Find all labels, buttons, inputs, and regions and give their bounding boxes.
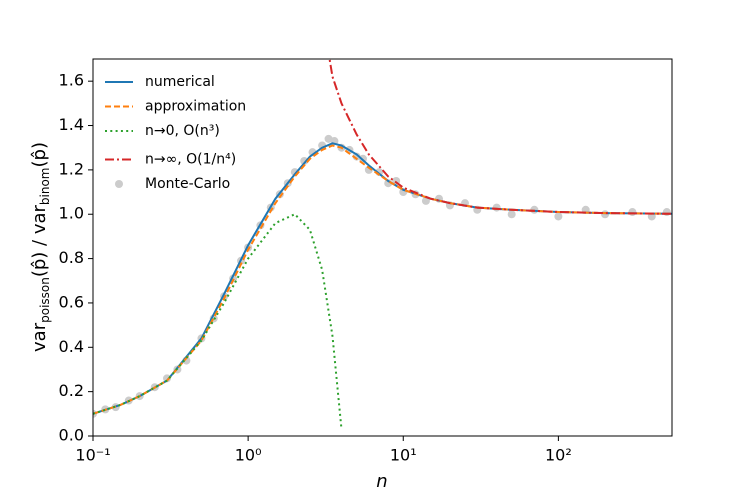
y-tick-label: 0.4 — [59, 337, 84, 356]
y-tick-label: 1.6 — [59, 71, 84, 90]
legend-swatch — [115, 180, 123, 188]
x-axis-label: n — [376, 471, 387, 492]
x-tick-label: 10¹ — [390, 446, 417, 465]
plot-area — [93, 59, 672, 430]
scatter-point — [662, 208, 671, 217]
plot-frame — [92, 58, 673, 437]
y-label-part: var — [29, 322, 50, 352]
y-label-part: (p̂) / var — [29, 204, 50, 277]
y-tick-label: 1.0 — [59, 204, 84, 223]
scatter-point — [421, 196, 430, 205]
y-label-sub: binom — [38, 167, 52, 205]
scatter-point — [628, 208, 637, 217]
y-tick-label: 0.6 — [59, 292, 84, 311]
scatter-point — [554, 212, 563, 221]
series-line — [93, 212, 343, 430]
y-axis-label: varpoisson(p̂) / varbinom(p̂) — [29, 142, 52, 352]
x-tick-label: 10² — [545, 446, 572, 465]
series-line — [328, 59, 672, 215]
scatter-point — [352, 152, 361, 161]
scatter-point — [300, 157, 309, 166]
scatter-point — [492, 203, 501, 212]
legend-label: n→∞, O(1/n⁴) — [145, 152, 236, 168]
y-tick-label: 1.4 — [59, 115, 84, 134]
legend-label: numerical — [145, 74, 215, 90]
legend-label: approximation — [145, 99, 246, 115]
scatter-point — [601, 210, 610, 219]
y-tick-label: 0.0 — [59, 426, 84, 445]
legend-label: Monte-Carlo — [145, 176, 230, 192]
y-tick-label: 1.2 — [59, 159, 84, 178]
legend-label: n→0, O(n³) — [145, 123, 220, 139]
x-tick-label: 10⁰ — [235, 446, 262, 465]
scatter-point — [163, 374, 172, 383]
y-label-sub: poisson — [38, 277, 52, 323]
x-tick-label: 10⁻¹ — [75, 446, 110, 465]
y-label-part: (p̂) — [29, 142, 50, 167]
y-tick-label: 0.8 — [59, 248, 84, 267]
y-tick-label: 0.2 — [59, 381, 84, 400]
scatter-point — [507, 210, 516, 219]
